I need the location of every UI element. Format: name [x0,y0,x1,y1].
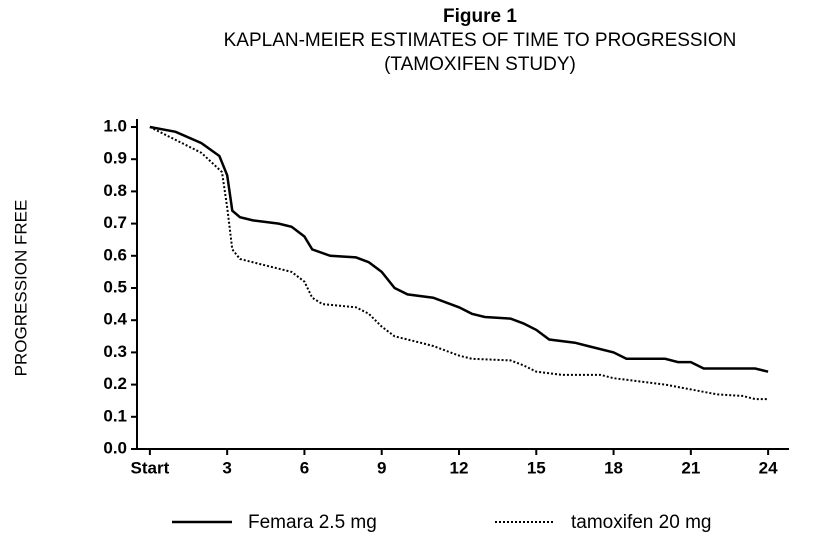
y-tick-label: 0.4 [103,310,127,329]
legend-label: tamoxifen 20 mg [571,512,711,533]
y-tick-label: 0.7 [103,213,127,232]
x-tick-label: 9 [377,458,386,477]
x-tick-label: Start [131,458,170,477]
y-tick-label: 0.0 [103,438,127,457]
y-tick-label: 0.3 [103,342,127,361]
x-tick-label: 15 [527,458,546,477]
chart-subtitle: KAPLAN-MEIER ESTIMATES OF TIME TO PROGRE… [224,30,737,51]
chart-subtitle: (TAMOXIFEN STUDY) [384,54,576,75]
x-tick-label: 6 [300,458,309,477]
y-axis-label: PROGRESSION FREE [11,200,30,377]
chart-title: Figure 1 [443,6,517,27]
x-tick-label: 24 [759,458,778,477]
x-tick-label: 21 [681,458,700,477]
y-tick-label: 0.8 [103,181,127,200]
km-curve [149,125,769,373]
x-tick-label: 3 [222,458,231,477]
km-curve [149,126,769,401]
y-tick-label: 0.9 [103,149,127,168]
x-tick-label: 18 [604,458,623,477]
y-tick-label: 0.1 [103,406,127,425]
y-tick-label: 0.6 [103,245,127,264]
legend-label: Femara 2.5 mg [248,512,377,533]
y-tick-label: 0.2 [103,374,127,393]
y-tick-label: 1.0 [103,116,127,135]
y-tick-label: 0.5 [103,277,127,296]
x-tick-label: 12 [450,458,469,477]
